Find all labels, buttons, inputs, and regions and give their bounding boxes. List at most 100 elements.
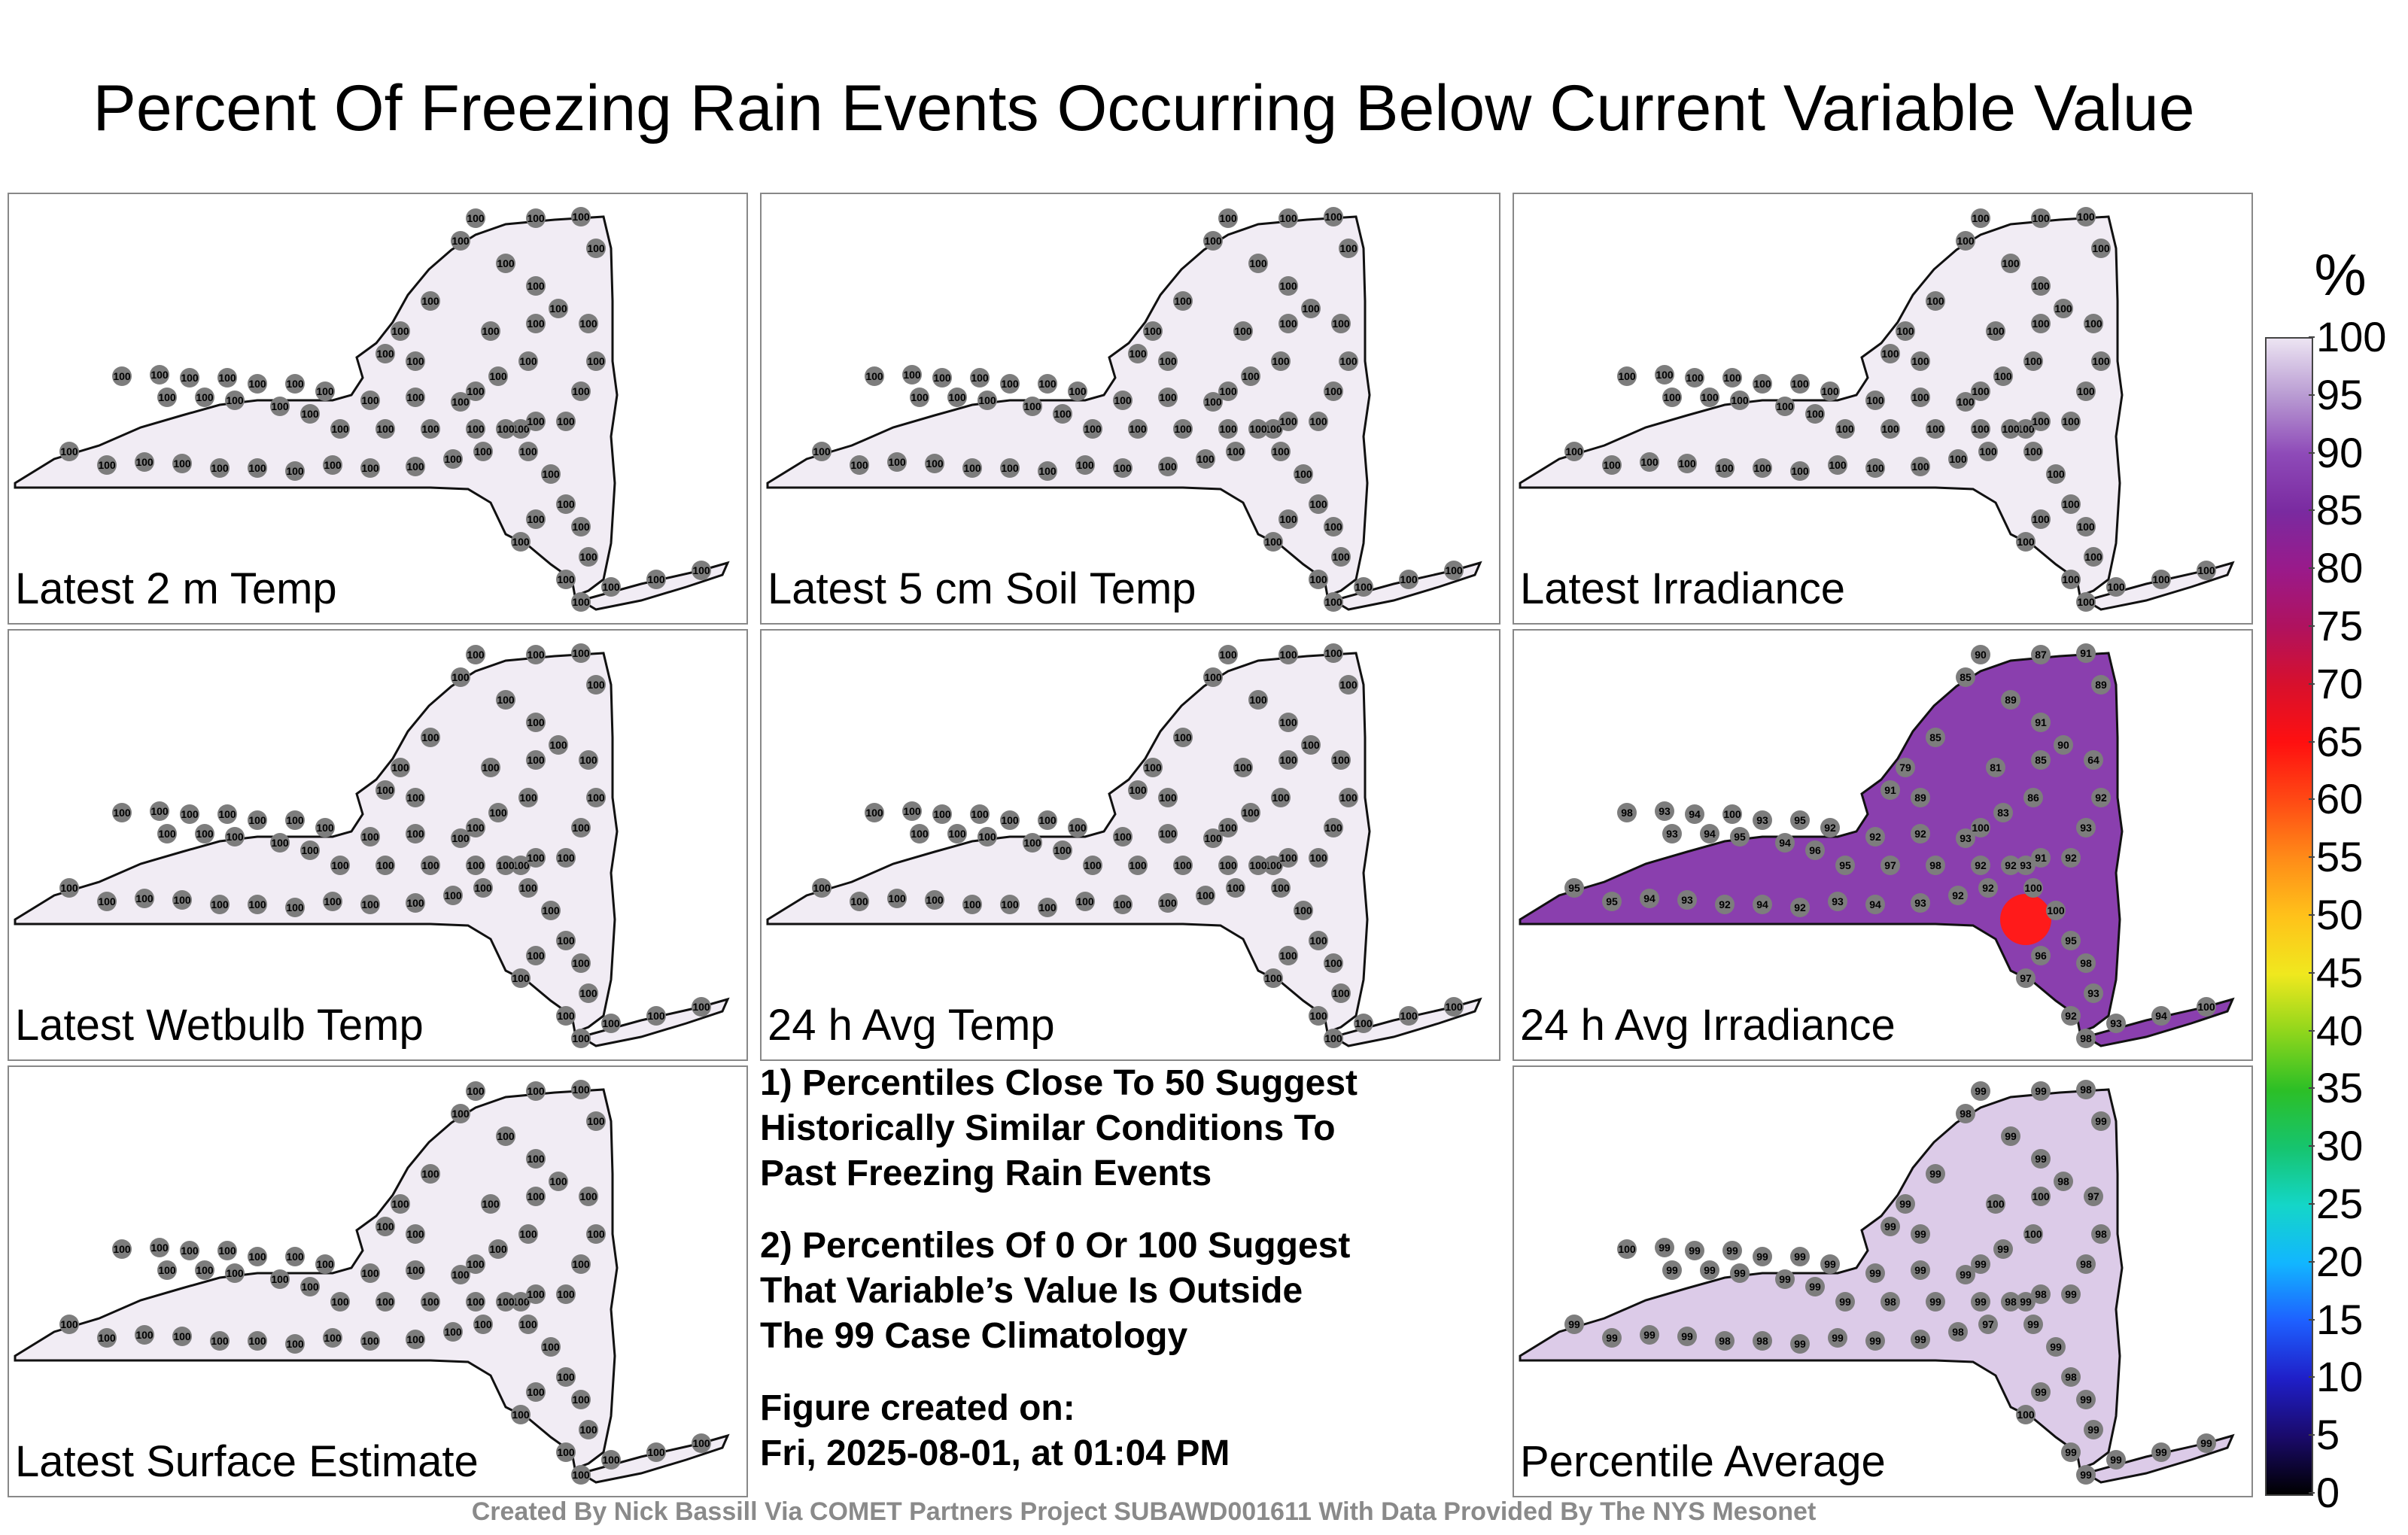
station-value: 100 (1354, 1017, 1373, 1029)
station-marker: 100 (526, 276, 546, 296)
station-value: 100 (248, 378, 266, 390)
station-value: 99 (1975, 1296, 1987, 1308)
station-marker: 100 (1218, 645, 1238, 664)
station-marker: 100 (932, 368, 952, 388)
station-marker: 100 (526, 1284, 546, 1304)
station-dot (586, 788, 606, 807)
station-dot (850, 455, 869, 475)
station-marker: 100 (1248, 856, 1268, 875)
station-dot (2054, 299, 2073, 318)
station-marker: 99 (2046, 1337, 2066, 1357)
station-marker: 100 (970, 804, 990, 824)
station-dot (112, 366, 132, 386)
map-panel: 100 100 100 100 100 100 100 100 100 100 100 100 100 1… (8, 629, 748, 1061)
figure-created-note: Figure created on: Fri, 2025-08-01, at 0… (760, 1388, 1230, 1473)
station-marker: 100 (1655, 365, 1674, 385)
station-dot (406, 824, 425, 843)
station-dot (248, 458, 267, 478)
station-value: 100 (1309, 498, 1327, 510)
station-dot (526, 208, 546, 228)
station-value: 100 (421, 295, 439, 307)
station-value: 100 (1302, 302, 1320, 315)
station-value: 100 (1979, 445, 1997, 457)
station-dot (1896, 1194, 1915, 1214)
station-marker: 100 (812, 442, 832, 461)
station-marker: 100 (1354, 1014, 1373, 1033)
station-dot (571, 1080, 591, 1099)
station-dot (315, 381, 335, 401)
station-marker: 100 (1309, 570, 1328, 589)
station-marker: 100 (1753, 374, 1772, 394)
station-marker: 93 (1956, 828, 1975, 848)
station-marker: 92 (1911, 824, 1930, 843)
station-value: 98 (2005, 1296, 2017, 1308)
station-dot (1948, 1322, 1968, 1342)
station-marker: 100 (375, 1217, 395, 1236)
station-dot (646, 570, 666, 589)
panel-label: Latest Wetbulb Temp (15, 1001, 424, 1050)
station-dot (1128, 419, 1148, 439)
station-value: 100 (1678, 457, 1696, 470)
station-dot (1685, 804, 1704, 824)
station-dot (1203, 667, 1223, 687)
station-marker: 100 (947, 388, 967, 407)
station-value: 100 (467, 212, 485, 224)
station-dot (1278, 412, 1298, 431)
station-value: 100 (1294, 468, 1312, 480)
station-value: 100 (1987, 325, 2005, 337)
station-value: 100 (1686, 372, 1704, 384)
station-marker: 100 (421, 1164, 440, 1184)
station-marker: 100 (1000, 810, 1020, 830)
station-dot (1075, 892, 1095, 911)
station-value: 100 (1339, 355, 1358, 367)
station-dot (1775, 833, 1795, 853)
station-dot (2076, 1254, 2096, 1274)
station-dot (2091, 1111, 2111, 1131)
station-marker: 100 (571, 1029, 591, 1048)
station-value: 99 (2110, 1454, 2122, 1466)
station-dot (1324, 207, 1343, 226)
station-marker: 100 (1617, 1239, 1637, 1259)
station-dot (586, 1111, 606, 1131)
station-marker: 100 (2031, 509, 2051, 529)
station-value: 100 (1309, 935, 1327, 947)
station-dot (549, 299, 568, 318)
station-dot (2016, 856, 2036, 875)
station-dot (962, 458, 982, 478)
station-value: 98 (2080, 1084, 2092, 1096)
station-value: 100 (926, 894, 944, 906)
colorbar-ticks: 100 95 90 85 80 75 70 65 60 55 50 45 40 35 30 25 20 15 10 5… (2309, 316, 2406, 1514)
station-value: 100 (391, 325, 409, 337)
station-dot (1700, 1260, 1719, 1280)
station-dot (270, 1269, 290, 1289)
station-value: 100 (587, 679, 605, 691)
station-value: 100 (1332, 318, 1350, 330)
station-dot (850, 892, 869, 911)
station-marker: 100 (526, 412, 546, 431)
station-value: 100 (181, 372, 199, 384)
station-marker: 100 (1068, 818, 1087, 837)
station-marker: 100 (977, 827, 997, 847)
station-marker: 100 (526, 713, 546, 732)
station-dot (556, 1367, 576, 1387)
station-dot (406, 893, 425, 913)
station-dot (1971, 856, 1990, 875)
station-dot (330, 856, 350, 875)
station-dot (2061, 931, 2081, 950)
station-dot (1662, 1260, 1682, 1280)
station-dot (1911, 824, 1930, 843)
station-marker: 85 (1926, 728, 1945, 747)
station-value: 92 (1869, 831, 1881, 843)
station-dot (2076, 381, 2096, 401)
station-dot (2031, 208, 2051, 228)
station-value: 100 (2047, 468, 2065, 480)
station-marker: 100 (1113, 458, 1133, 478)
station-dot (195, 824, 214, 843)
station-value: 100 (497, 859, 515, 871)
station-marker: 99 (1926, 1164, 1945, 1184)
station-marker: 100 (1971, 818, 1990, 837)
station-dot (1218, 818, 1238, 837)
station-value: 100 (2092, 242, 2110, 254)
station-dot (2151, 570, 2171, 589)
station-value: 100 (579, 551, 597, 563)
